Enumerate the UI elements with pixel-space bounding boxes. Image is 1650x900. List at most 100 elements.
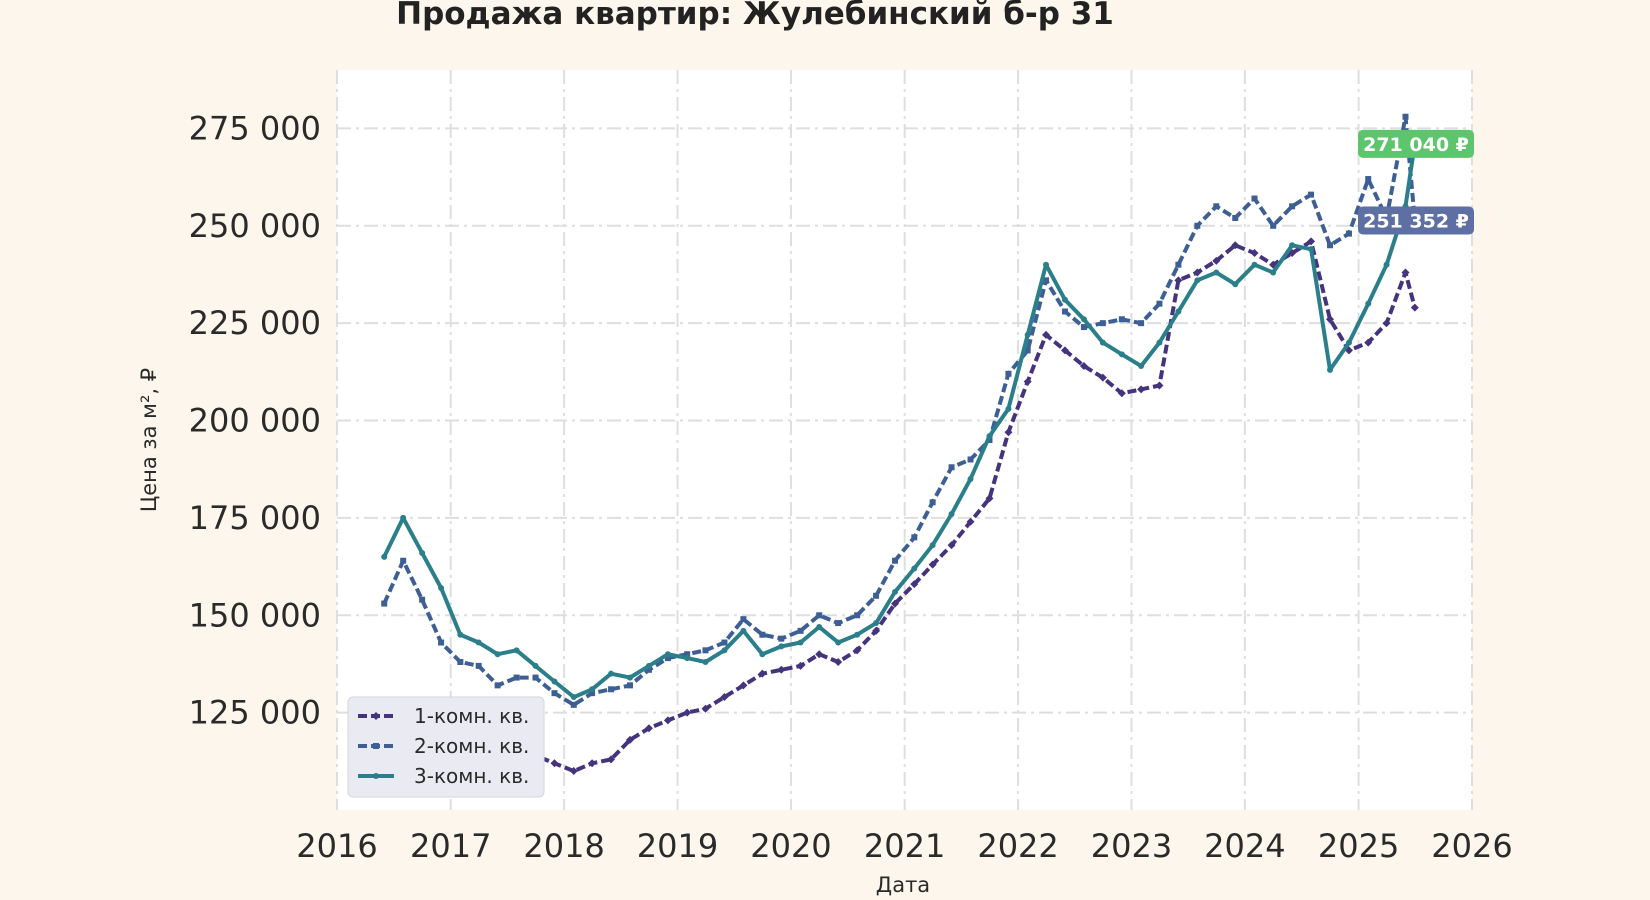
data-point [835, 639, 842, 646]
data-point [1383, 261, 1390, 268]
data-point [1410, 303, 1419, 312]
x-tick-label: 2017 [410, 827, 491, 865]
data-point [569, 767, 578, 776]
data-point [1327, 366, 1334, 373]
data-point [664, 655, 671, 662]
data-point [1194, 222, 1201, 229]
data-point [494, 682, 501, 689]
data-point [1308, 246, 1315, 253]
data-point [373, 773, 379, 779]
y-tick-label: 125 000 [189, 694, 321, 732]
y-tick-label: 275 000 [189, 109, 321, 147]
data-point [1117, 389, 1126, 398]
data-point [1155, 381, 1164, 390]
grid [336, 70, 1473, 810]
data-point [1289, 242, 1296, 249]
data-point [1004, 428, 1013, 437]
data-point [1079, 362, 1088, 370]
y-axis-title: Цена за м², ₽ [137, 368, 161, 512]
data-point [1270, 269, 1277, 276]
data-point [551, 690, 558, 697]
series-dashed-square [381, 113, 1418, 708]
value-badges: 271 040 ₽ 251 352 ₽ [1358, 129, 1474, 235]
data-point [928, 560, 937, 569]
data-point [1213, 203, 1220, 210]
data-point [1060, 346, 1069, 355]
x-tick-label: 2022 [977, 827, 1058, 865]
data-point [419, 549, 426, 556]
data-point [570, 701, 577, 708]
data-point [796, 661, 805, 670]
data-point [1175, 308, 1182, 315]
data-point [721, 639, 728, 646]
data-point [739, 681, 748, 690]
data-point [1138, 363, 1145, 369]
data-point [759, 651, 766, 658]
data-point [967, 475, 974, 482]
data-point [911, 565, 918, 572]
data-point [513, 647, 520, 654]
data-point [381, 600, 388, 607]
data-point [457, 631, 464, 638]
data-point [740, 627, 747, 634]
data-point [701, 704, 710, 713]
data-point [625, 735, 634, 744]
data-point [986, 433, 993, 440]
data-point [873, 592, 880, 599]
y-tick-label: 250 000 [189, 207, 321, 245]
data-point [1307, 237, 1316, 246]
x-tick-label: 2018 [523, 827, 604, 865]
data-point [1289, 203, 1296, 210]
data-point [1156, 300, 1163, 307]
data-point [475, 639, 482, 646]
data-point [891, 599, 900, 608]
data-point [702, 647, 709, 654]
y-tick-label: 200 000 [189, 402, 321, 440]
legend-label: 3-комн. кв. [414, 764, 529, 788]
data-point [475, 662, 482, 669]
data-point [1231, 241, 1240, 250]
data-point [663, 716, 672, 725]
data-point [947, 541, 956, 550]
data-point [759, 631, 766, 638]
data-point [948, 511, 955, 517]
data-point [550, 759, 559, 768]
data-point [588, 759, 597, 768]
data-point [1327, 242, 1334, 249]
series-line [382, 114, 1417, 707]
data-point [929, 499, 936, 506]
data-point [1365, 300, 1372, 307]
data-point [1251, 261, 1258, 268]
data-point [948, 464, 955, 471]
data-point [758, 669, 767, 678]
series-solid-dot [381, 140, 1418, 701]
data-point [1382, 319, 1391, 328]
legend: 1-комн. кв. 2-комн. кв. 3-комн. кв. [347, 696, 545, 798]
data-point [892, 557, 899, 564]
data-point [1402, 113, 1409, 120]
value-badge [1358, 206, 1474, 235]
data-point [1345, 230, 1352, 237]
x-tick-label: 2019 [637, 827, 718, 865]
data-point [1099, 339, 1106, 346]
data-point [1194, 277, 1201, 284]
data-point [419, 596, 426, 603]
data-point [835, 620, 842, 627]
data-point [797, 639, 804, 646]
data-point [721, 647, 728, 654]
x-tick-label: 2024 [1204, 827, 1285, 865]
data-point [1232, 215, 1239, 221]
data-point [644, 724, 653, 733]
data-point [438, 639, 445, 646]
data-point [1138, 320, 1145, 327]
data-point [1118, 316, 1125, 323]
y-tick-label: 150 000 [189, 596, 321, 634]
data-point [551, 678, 558, 685]
data-point [438, 585, 445, 591]
data-point [1212, 256, 1221, 265]
data-point [966, 517, 975, 526]
data-point [1043, 261, 1050, 268]
data-point [873, 620, 880, 627]
data-point [1345, 339, 1352, 346]
data-point [778, 643, 785, 650]
